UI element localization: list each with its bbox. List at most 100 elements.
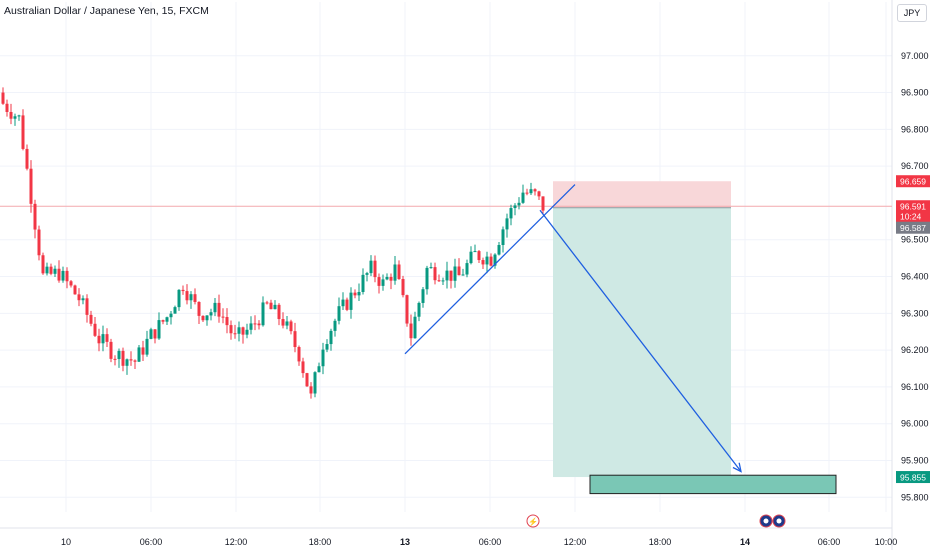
price-tick-label: 96.800 [901, 124, 929, 134]
time-tick-label: 06:00 [140, 537, 163, 547]
candle-body [377, 277, 381, 286]
candle-body [201, 315, 205, 321]
price-tick-label: 95.900 [901, 455, 929, 465]
entry-price-label: 96.587 [900, 223, 926, 233]
candle-body [9, 111, 13, 119]
candle-body [161, 320, 165, 322]
candle-body [281, 319, 285, 326]
candle-body [241, 327, 245, 335]
price-tick-label: 96.200 [901, 345, 929, 355]
candle-body [173, 307, 177, 314]
candle-body [541, 196, 545, 211]
candle-body [457, 266, 461, 276]
candle-body [61, 270, 65, 281]
chart-title: Australian Dollar / Japanese Yen, 15, FX… [4, 5, 209, 17]
candle-body [489, 256, 493, 266]
candle-body [261, 302, 265, 326]
price-tick-label: 96.500 [901, 235, 929, 245]
candle-body [333, 320, 337, 331]
candle-body [349, 292, 353, 310]
candle-body [381, 279, 385, 286]
candle-body [485, 256, 489, 265]
candle-body [289, 321, 293, 332]
stop-price-label: 96.659 [900, 177, 926, 187]
candle-body [237, 327, 241, 334]
candle-body [245, 329, 249, 335]
time-tick-label: 06:00 [479, 537, 502, 547]
candle-body [301, 361, 305, 374]
time-tick-label: 18:00 [309, 537, 332, 547]
candle-body [285, 321, 289, 326]
candle-body [89, 314, 93, 324]
entry-price-label-bg [896, 221, 930, 234]
candle-body [1, 92, 5, 104]
candle-body [25, 148, 29, 169]
candle-body [129, 359, 133, 361]
flag-dot [763, 518, 769, 524]
price-tick-label: 96.100 [901, 382, 929, 392]
candle-body [53, 268, 57, 274]
candle-body [345, 299, 349, 310]
time-tick-label: 14 [740, 537, 750, 547]
stop-price-label-bg [896, 175, 930, 188]
candle-body [433, 267, 437, 281]
trendline[interactable] [404, 184, 576, 355]
candle-body [37, 229, 41, 256]
flag-dot [776, 518, 782, 524]
projection-arrow[interactable] [539, 209, 742, 472]
lightning-event-icon[interactable] [526, 514, 540, 528]
candle-body [257, 323, 261, 326]
candle-body [81, 298, 85, 301]
candle-body [353, 292, 357, 296]
candle-body [73, 285, 77, 295]
candle-body [357, 291, 361, 296]
candle-body [537, 191, 541, 197]
candle-body [453, 266, 457, 281]
candle-body [297, 347, 301, 362]
candle-body [169, 313, 173, 318]
candle-body [33, 203, 37, 230]
candle-body [205, 315, 209, 321]
candle-body [473, 251, 477, 253]
candle-body [217, 302, 221, 317]
candle-body [65, 270, 69, 282]
candle-body [509, 208, 513, 219]
candle-body [325, 344, 329, 350]
candle-body [461, 274, 465, 276]
candle-body [417, 302, 421, 317]
candle-body [77, 294, 81, 301]
price-tick-label: 96.000 [901, 419, 929, 429]
candle-body [393, 264, 397, 281]
candle-body [13, 116, 17, 119]
candle-body [505, 218, 509, 230]
candle-body [93, 323, 97, 336]
candle-body [369, 260, 373, 274]
price-tick-label: 95.800 [901, 492, 929, 502]
stop-loss-zone[interactable] [553, 181, 731, 208]
currency-button[interactable]: JPY [897, 4, 927, 22]
candle-body [121, 350, 125, 366]
candle-body [177, 289, 181, 308]
candle-body [405, 295, 409, 324]
candle-body [313, 372, 317, 394]
candle-body [477, 251, 481, 261]
time-tick-label: 10:00 [875, 537, 898, 547]
candle-body [209, 312, 213, 316]
candle-body [21, 115, 25, 149]
countdown-label: 10:24 [900, 212, 922, 222]
time-tick-label: 18:00 [649, 537, 672, 547]
candle-body [109, 341, 113, 359]
candle-body [385, 276, 389, 280]
candle-body [429, 267, 433, 269]
candle-body [361, 274, 365, 292]
target-price-label: 95.855 [900, 473, 926, 483]
candle-body [409, 323, 413, 339]
candle-body [265, 302, 269, 304]
candle-body [493, 254, 497, 266]
candle-body [17, 115, 21, 117]
target-box[interactable] [589, 474, 837, 495]
candle-body [317, 366, 321, 373]
candle-body [97, 335, 101, 344]
